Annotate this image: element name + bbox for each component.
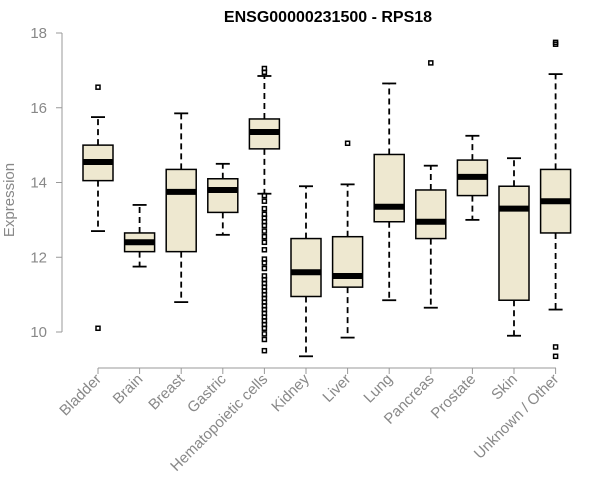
y-tick-label: 18 [30, 25, 47, 42]
x-tick-label: Kidney [268, 370, 313, 415]
x-tick-label: Prostate [428, 371, 480, 423]
y-axis-label: Expression [1, 163, 18, 237]
outlier-point [261, 222, 268, 229]
outlier-point [428, 60, 434, 66]
box-group [373, 82, 405, 302]
outlier-point [261, 325, 268, 332]
outlier-point [552, 344, 559, 350]
outlier-point [261, 247, 268, 253]
outlier-point [261, 192, 268, 199]
outlier-point [261, 347, 268, 354]
outlier-point [344, 140, 351, 147]
box-group [331, 140, 364, 339]
y-ticks: 10 12 14 16 18 [30, 25, 62, 341]
outlier-point [261, 205, 268, 212]
outlier-point [261, 331, 268, 337]
x-tick-label: Lung [360, 371, 396, 407]
outlier-point [552, 353, 559, 360]
outlier-point [552, 41, 559, 47]
box [207, 178, 239, 214]
box-group [207, 162, 239, 236]
outlier-point [261, 233, 268, 240]
y-tick-label: 16 [30, 100, 47, 117]
box-group [456, 134, 489, 221]
x-tick-label: Skin [488, 371, 521, 404]
box-group [123, 204, 156, 268]
chart-title: ENSG00000231500 - RPS18 [224, 9, 432, 26]
box [331, 235, 364, 288]
x-tick-label: Bladder [56, 371, 105, 420]
outlier-point [261, 198, 268, 204]
box-group [248, 65, 281, 354]
outlier-point [261, 69, 268, 75]
box [373, 153, 405, 223]
outlier-point [95, 84, 101, 90]
box-group [290, 185, 322, 358]
box [165, 168, 197, 253]
y-tick-label: 10 [30, 324, 47, 341]
outlier-point [261, 260, 268, 266]
outlier-point [95, 325, 101, 332]
box [290, 237, 322, 298]
box-group [82, 84, 114, 332]
box [415, 189, 447, 240]
outlier-point [261, 265, 268, 272]
outlier-point [261, 336, 268, 343]
y-tick-label: 12 [30, 249, 47, 266]
outlier-point [261, 239, 268, 246]
y-tick-label: 14 [30, 175, 47, 192]
box-group [415, 60, 447, 309]
box-group [498, 157, 530, 337]
outlier-point [261, 228, 268, 234]
box [498, 185, 530, 301]
x-tick-label: Liver [319, 371, 354, 406]
box-group [539, 39, 572, 360]
x-tick-label: Breast [145, 370, 188, 413]
box-group [165, 112, 197, 304]
x-tick-label: Brain [110, 371, 147, 408]
boxplots [82, 39, 572, 360]
